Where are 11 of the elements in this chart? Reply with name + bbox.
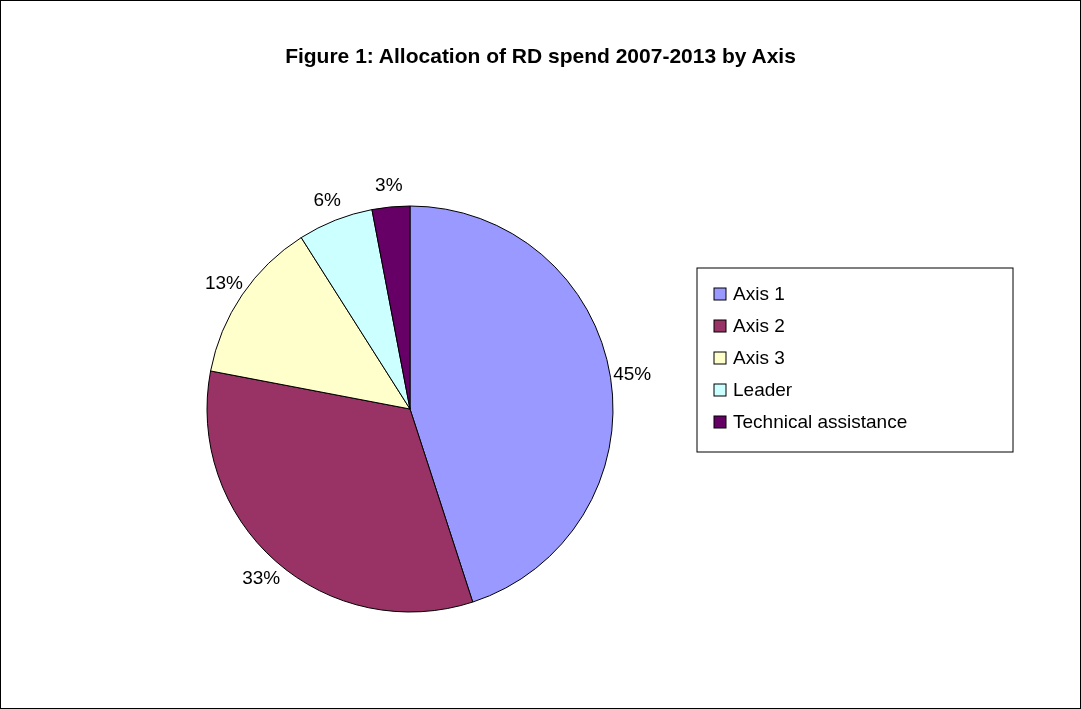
legend-label: Technical assistance bbox=[733, 411, 908, 432]
data-label: 3% bbox=[375, 174, 403, 196]
data-label: 45% bbox=[613, 363, 652, 385]
chart-title: Figure 1: Allocation of RD spend 2007-2013 by Axis bbox=[284, 44, 797, 68]
legend-label: Leader bbox=[733, 379, 793, 400]
legend-label: Axis 1 bbox=[733, 283, 785, 304]
legend-label: Axis 2 bbox=[733, 315, 785, 336]
legend-label: Axis 3 bbox=[733, 347, 785, 368]
data-label: 13% bbox=[204, 272, 244, 294]
data-label: 33% bbox=[242, 567, 281, 589]
data-label: 6% bbox=[313, 189, 341, 211]
